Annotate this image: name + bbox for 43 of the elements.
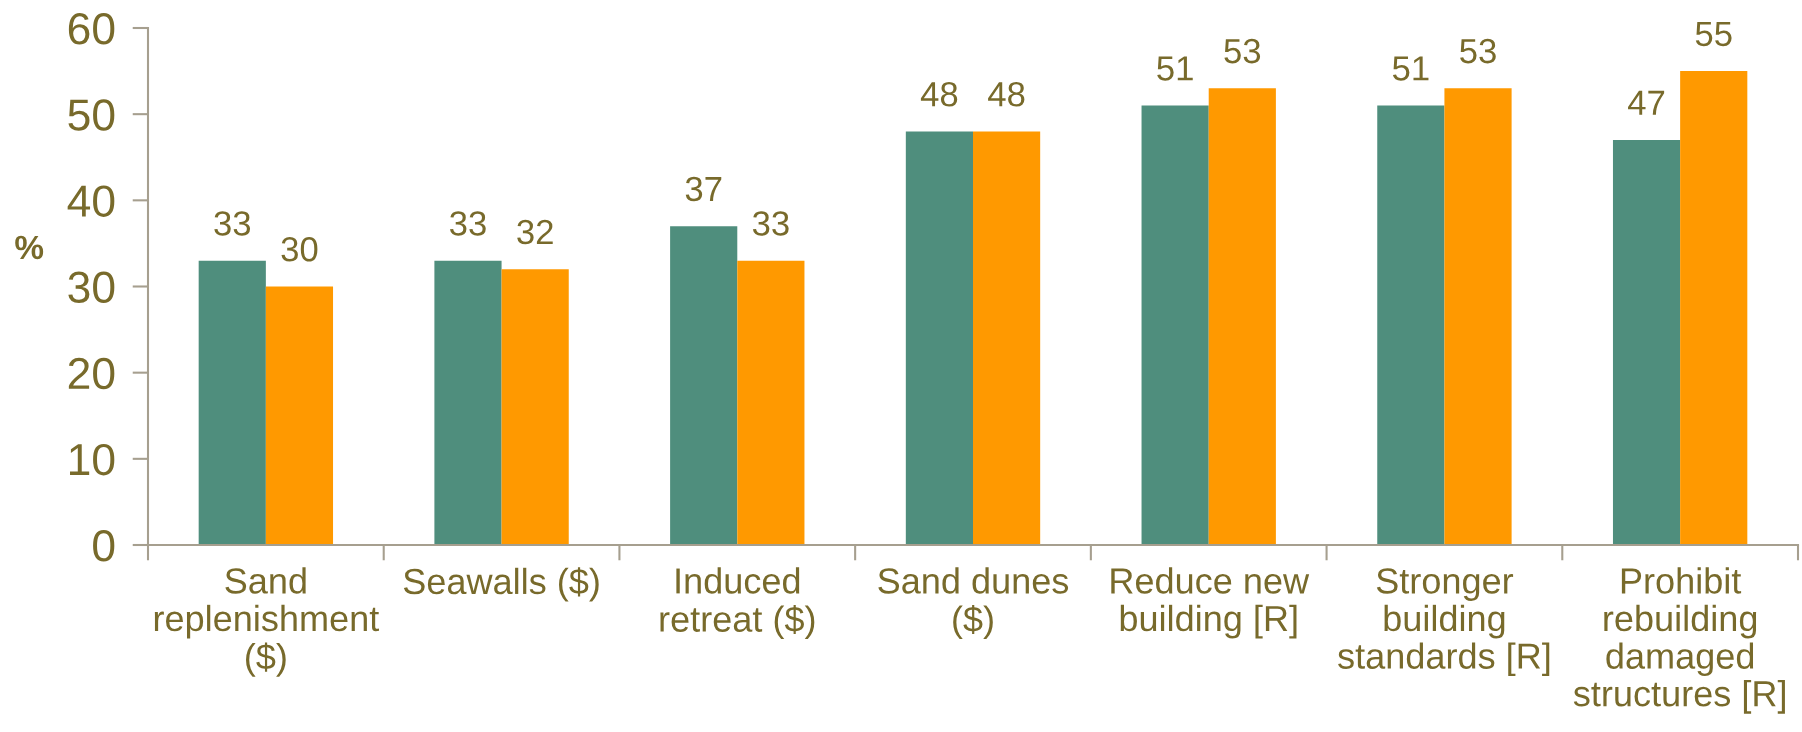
bar	[434, 260, 502, 545]
bar	[1612, 140, 1681, 545]
data-label: 33	[752, 211, 789, 236]
bar	[737, 260, 805, 545]
y-tick-label: 60	[68, 13, 115, 45]
data-label: 51	[1157, 56, 1193, 81]
y-tick-label: 10	[70, 443, 115, 476]
bar	[265, 286, 334, 545]
data-label: 53	[1460, 38, 1496, 64]
x-tick-label: Reduce new building [R]	[1111, 567, 1310, 639]
bar	[1141, 105, 1209, 545]
x-tick-label: Sand replenishment ($)	[154, 567, 380, 677]
bar	[198, 260, 266, 545]
y-tick-label: 30	[68, 271, 115, 304]
x-tick-label: Sand dunes ($)	[878, 567, 1069, 640]
y-tick-label: 50	[68, 99, 115, 131]
data-label: 48	[920, 81, 958, 107]
data-label: 48	[988, 81, 1025, 107]
x-tick-label: Stronger building standards [R]	[1338, 568, 1550, 677]
y-axis-title: %	[15, 235, 44, 260]
bar	[501, 269, 569, 545]
y-tick-label: 0	[93, 530, 115, 562]
data-label: 37	[685, 176, 722, 202]
data-label: 51	[1392, 56, 1429, 81]
x-tick-label: Prohibit rebuilding damaged structures [R]	[1573, 567, 1785, 714]
bar	[670, 226, 738, 545]
bar	[1377, 105, 1445, 545]
bar	[1208, 88, 1276, 545]
data-label: 55	[1695, 21, 1732, 47]
data-label: 33	[214, 211, 251, 236]
bar	[973, 131, 1041, 545]
data-label: 32	[517, 219, 553, 245]
y-tick-label: 20	[68, 357, 115, 390]
data-label: 30	[281, 236, 318, 262]
bar	[905, 131, 973, 545]
bar	[1680, 71, 1748, 545]
data-label: 33	[450, 211, 486, 236]
y-tick-label: 40	[67, 185, 115, 217]
x-tick-label: Induced retreat ($)	[660, 567, 815, 640]
x-tick-label: Seawalls ($)	[403, 567, 599, 602]
data-label: 47	[1628, 90, 1665, 115]
bar	[1444, 88, 1512, 545]
data-label: 53	[1224, 38, 1261, 64]
